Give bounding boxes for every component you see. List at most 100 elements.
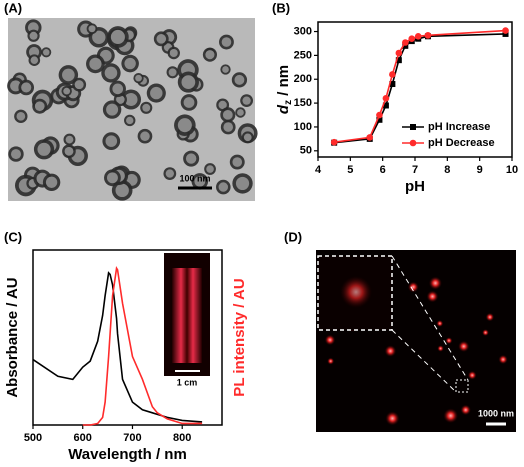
x-tick-label: 6: [380, 164, 386, 176]
particle-core: [112, 83, 124, 95]
marker: [382, 95, 390, 102]
spot: [445, 337, 453, 345]
legend-label: pH Decrease: [428, 137, 495, 149]
marker: [424, 32, 432, 39]
particle-core: [181, 75, 196, 89]
particle-core: [34, 101, 45, 112]
marker: [382, 102, 389, 109]
spot: [467, 370, 477, 380]
spot: [384, 345, 397, 357]
particle-core: [221, 37, 232, 47]
spot: [436, 320, 444, 327]
y-tick-label: 100: [294, 121, 312, 133]
particle-core: [234, 74, 245, 85]
y-tick-label: 200: [294, 73, 312, 85]
particle-core: [222, 109, 233, 120]
marker: [402, 42, 409, 49]
particle-core: [140, 131, 150, 141]
x-tick-label: 4: [315, 164, 322, 176]
particle-core: [62, 68, 75, 82]
particle-core: [168, 68, 177, 77]
particle-core: [16, 111, 26, 121]
particle-core: [65, 135, 74, 144]
y-tick-label: 300: [294, 25, 312, 37]
x-tick-label: 9: [477, 164, 483, 176]
marker: [395, 57, 402, 64]
x-tick-label: 7: [412, 164, 418, 176]
y-axis-label: dz / nm: [275, 65, 294, 114]
particle-core: [28, 46, 40, 58]
y-tick-label: 250: [294, 49, 312, 61]
marker: [366, 134, 374, 141]
marker: [414, 33, 422, 40]
spot: [426, 290, 439, 303]
particle-core: [177, 118, 192, 133]
marker: [376, 111, 383, 119]
particle-core: [243, 133, 252, 142]
spot: [327, 357, 335, 365]
y-axis-label: Absorbance / AU: [4, 277, 21, 397]
particle-core: [222, 66, 229, 73]
x-axis-label: Wavelength / nm: [68, 446, 187, 463]
particle-core: [142, 103, 151, 112]
y2-axis-label: PL intensity / AU: [231, 278, 248, 396]
particle-core: [115, 183, 129, 198]
particle-core: [63, 87, 71, 95]
particle-core: [124, 57, 136, 70]
y-label-subscript: z: [283, 100, 294, 105]
legend-label: pH Increase: [428, 121, 490, 133]
spot: [428, 276, 442, 290]
particle-core: [165, 169, 174, 178]
zoom-line: [391, 255, 469, 381]
spot: [385, 411, 400, 426]
particle-core: [185, 153, 197, 164]
spot: [407, 281, 419, 293]
particle-core: [218, 182, 229, 192]
panel-label: (A): [4, 0, 22, 15]
particle-core: [205, 50, 215, 60]
particle-core: [150, 86, 163, 100]
particle-core: [223, 122, 234, 132]
marker: [408, 35, 416, 42]
x-axis-label: pH: [405, 178, 425, 195]
marker: [376, 116, 383, 123]
marker: [395, 49, 403, 57]
particle-core: [235, 176, 250, 191]
marker: [502, 30, 509, 37]
particle-core: [88, 25, 96, 33]
particle-core: [106, 172, 118, 184]
particle-core: [169, 48, 178, 58]
scale-bar-label: 100 nm: [179, 173, 210, 183]
particle-core: [237, 109, 244, 116]
plot-frame: [32, 249, 223, 426]
x-tick-label: 700: [123, 432, 141, 444]
particles: [7, 19, 258, 201]
particle-core: [10, 149, 22, 160]
x-tick-label: 500: [24, 432, 42, 444]
y-label-symbol: d: [275, 104, 292, 114]
particle-core: [89, 57, 102, 70]
legend-marker: [409, 139, 417, 147]
particle-core: [37, 142, 51, 156]
zoom-spot: [340, 276, 372, 308]
spot: [458, 340, 470, 353]
particle-core: [183, 97, 195, 108]
marker: [402, 39, 409, 46]
particle-core: [29, 31, 38, 40]
particle-core: [10, 80, 22, 92]
spot: [443, 408, 459, 424]
series-line: [32, 271, 203, 423]
particle-core: [30, 56, 39, 64]
particle-core: [126, 116, 134, 125]
spot: [485, 312, 495, 322]
particle-core: [105, 135, 118, 147]
panel-label: (C): [4, 229, 22, 244]
particle-core: [74, 80, 84, 90]
particle-core: [124, 92, 138, 106]
zoom-line: [391, 329, 457, 393]
scale-bar-label: 1 cm: [177, 377, 198, 387]
series-line: [82, 266, 203, 426]
spot: [498, 354, 508, 365]
